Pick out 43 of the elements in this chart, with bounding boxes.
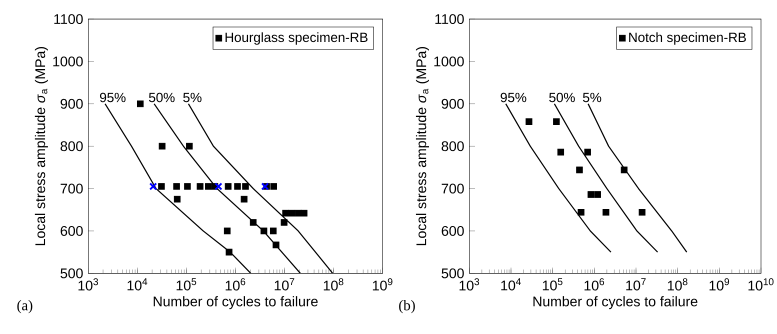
x-tick-label: 10$^{6}$: [226, 278, 246, 291]
y-tick-label: 1000: [53, 56, 83, 66]
y-tick-label: 500: [442, 268, 464, 278]
series-label: 50%: [549, 92, 575, 102]
text: (a): [17, 300, 32, 314]
y-tick-label: 1100: [435, 14, 464, 24]
x-tick-label: 10$^{8}$: [324, 278, 344, 291]
y-tick-label: 500: [60, 268, 83, 278]
series-label: 5%: [582, 92, 602, 102]
y-tick-label: 600: [442, 226, 464, 236]
y-axis-title: Local stress amplitude σ$_{a}$ (MPa): [34, 46, 48, 246]
y-tick-label: 700: [60, 184, 83, 194]
y-tick-label: 900: [442, 98, 464, 109]
x-tick-label: 10$^{8}$: [668, 278, 688, 291]
y-tick-label: 800: [60, 141, 83, 152]
x-tick-label: 10$^{4}$: [501, 278, 521, 290]
x-axis-title: Number of cycles to failure: [533, 296, 698, 310]
y-tick-label: 700: [442, 184, 464, 194]
series-label: 50%: [148, 92, 175, 102]
x-axis-title: Number of cycles to failure: [154, 296, 318, 310]
x-tick-label: 10$^{9}$: [710, 278, 730, 291]
x-tick-label: 10$^{9}$: [372, 278, 392, 291]
x-tick-label: 10$^{10}$: [748, 278, 774, 291]
y-axis-title: Local stress amplitude σ$_{a}$ (MPa): [416, 46, 429, 246]
text: (b): [399, 300, 415, 314]
x-tick-label: 10$^{7}$: [274, 278, 294, 290]
y-tick-label: 1100: [54, 14, 83, 24]
y-tick-label: 900: [60, 98, 83, 109]
x-tick-label: 10$^{4}$: [128, 278, 148, 290]
y-tick-label: 800: [442, 141, 464, 152]
legend-label: Notch specimen-RB: [629, 32, 746, 45]
x-tick-label: 10$^{5}$: [542, 278, 562, 290]
y-tick-label: 1000: [434, 56, 464, 66]
x-tick-label: 10$^{5}$: [176, 278, 196, 290]
series-label: 5%: [183, 92, 202, 102]
legend-label: 95%: [100, 92, 126, 102]
y-tick-label: 600: [60, 226, 83, 236]
legend-label: Hourglass specimen-RB: [226, 32, 368, 45]
x-tick-label: 10$^{6}$: [584, 278, 604, 291]
x-tick-label: 10$^{3}$: [460, 278, 480, 291]
x-tick-label: 10$^{3}$: [78, 278, 98, 291]
x-tick-label: 10$^{7}$: [626, 278, 646, 290]
legend-label: 95%: [500, 92, 526, 102]
